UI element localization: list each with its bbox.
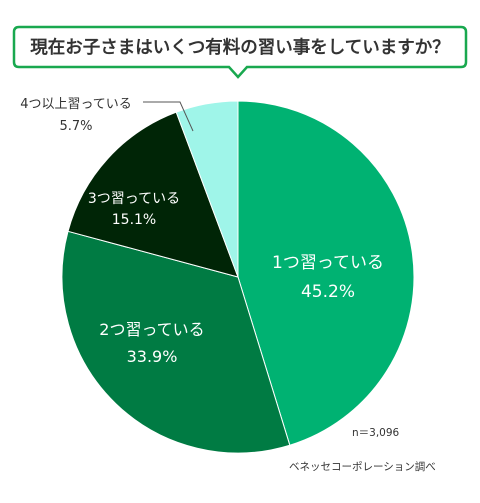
leader-line [143,101,194,132]
pie-slice-2 [61,230,291,454]
slice-label-1: 1つ習っている [272,253,384,273]
slice-value-1: 45.2% [301,282,355,302]
slice-label-3: 3つ習っている [88,191,180,207]
question-title: 現在お子さまはいくつ有料の習い事をしていますか？ [30,37,449,58]
slice-value-3: 15.1% [112,212,156,228]
source-note: ベネッセコーポレーション調べ [289,460,436,473]
slice-label-4: 4つ以上習っている [20,97,132,112]
slice-value-2: 33.9% [127,347,178,366]
slice-value-4: 5.7% [59,119,92,134]
question-callout: 現在お子さまはいくつ有料の習い事をしていますか？ [12,25,468,79]
slice-labels: 1つ習っている 45.2% 2つ習っている 33.9% 3つ習っている 15.1% 4つ以上… [20,97,384,366]
slice-label-2: 2つ習っている [99,320,204,339]
pie-slice-3 [67,111,239,278]
sample-size: n＝3,096 [352,427,400,439]
pie-slices [61,100,415,454]
pie-slice-4 [175,100,239,278]
pie-slice-1 [237,100,415,446]
question-callout-border [12,25,468,79]
